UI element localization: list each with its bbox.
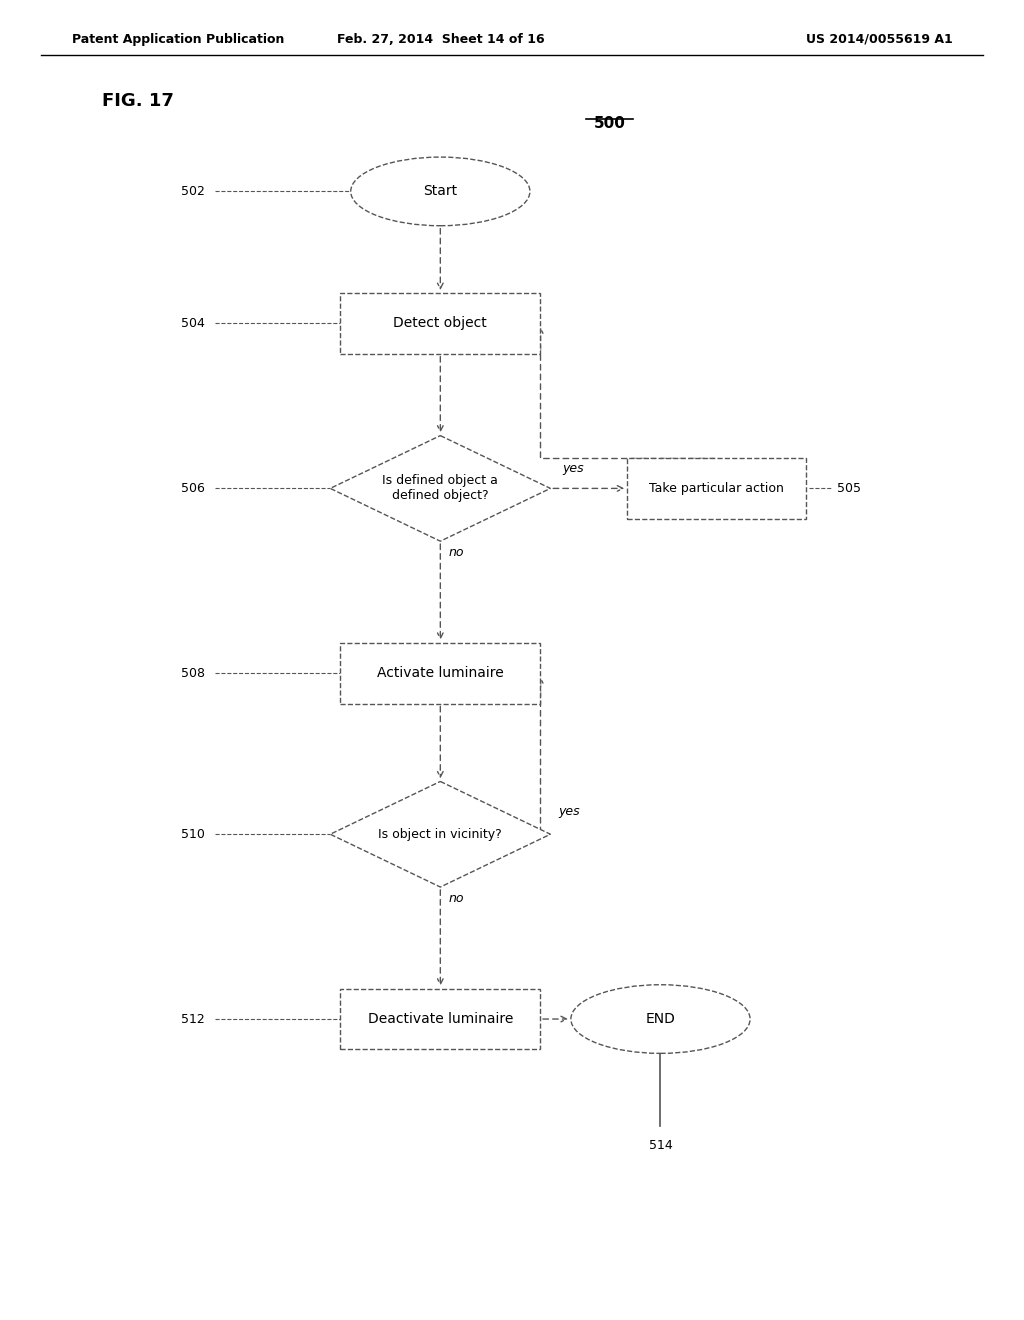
- Text: Take particular action: Take particular action: [649, 482, 784, 495]
- Text: END: END: [645, 1012, 676, 1026]
- Text: Feb. 27, 2014  Sheet 14 of 16: Feb. 27, 2014 Sheet 14 of 16: [337, 33, 544, 46]
- FancyBboxPatch shape: [340, 989, 541, 1049]
- FancyBboxPatch shape: [627, 458, 806, 519]
- Text: yes: yes: [563, 462, 585, 475]
- Text: 512: 512: [181, 1012, 205, 1026]
- Text: no: no: [449, 892, 464, 906]
- Text: Patent Application Publication: Patent Application Publication: [72, 33, 284, 46]
- Text: 500: 500: [593, 116, 626, 131]
- Text: yes: yes: [559, 805, 581, 818]
- Text: 504: 504: [181, 317, 205, 330]
- Ellipse shape: [571, 985, 750, 1053]
- Text: 510: 510: [181, 828, 205, 841]
- Text: no: no: [449, 546, 464, 560]
- Text: Deactivate luminaire: Deactivate luminaire: [368, 1012, 513, 1026]
- Text: Detect object: Detect object: [393, 317, 487, 330]
- Text: 505: 505: [838, 482, 861, 495]
- Text: US 2014/0055619 A1: US 2014/0055619 A1: [806, 33, 952, 46]
- Text: 502: 502: [181, 185, 205, 198]
- Text: Start: Start: [423, 185, 458, 198]
- Text: 514: 514: [648, 1139, 673, 1152]
- Polygon shape: [330, 436, 551, 541]
- FancyBboxPatch shape: [340, 643, 541, 704]
- Text: Is defined object a
defined object?: Is defined object a defined object?: [382, 474, 499, 503]
- Text: FIG. 17: FIG. 17: [102, 92, 174, 111]
- Text: 508: 508: [181, 667, 205, 680]
- Text: Is object in vicinity?: Is object in vicinity?: [379, 828, 502, 841]
- FancyBboxPatch shape: [340, 293, 541, 354]
- Text: Activate luminaire: Activate luminaire: [377, 667, 504, 680]
- Ellipse shape: [350, 157, 530, 226]
- Text: 506: 506: [181, 482, 205, 495]
- Polygon shape: [330, 781, 551, 887]
